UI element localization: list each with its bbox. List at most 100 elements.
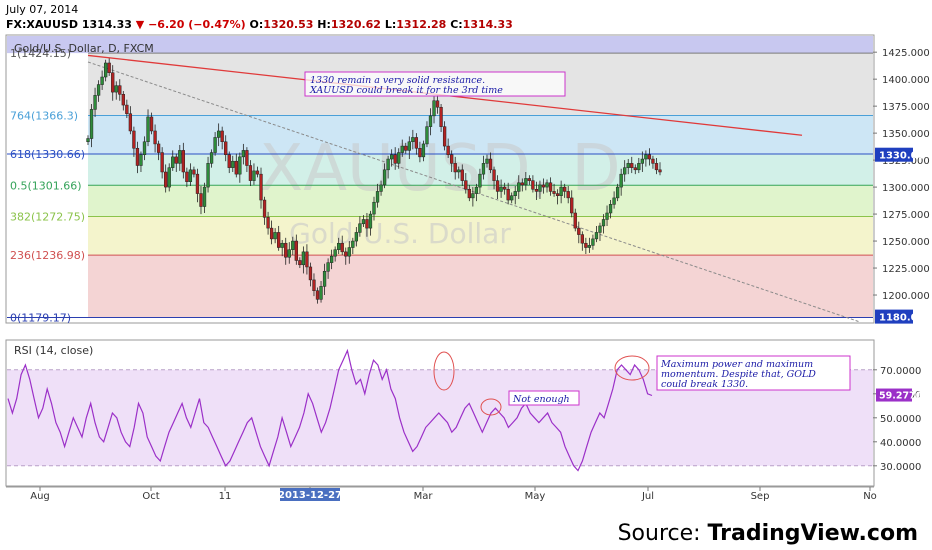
candle-body [587,245,592,248]
rsi-tick-label: 70.0000 [880,366,921,377]
rsi-tick-label: 30.0000 [880,462,921,473]
annotation-momentum-line1: Maximum power and maximum [660,359,813,370]
candle-body [548,182,553,192]
chart-date: July 07, 2014 [6,3,79,16]
candle-body [167,167,171,188]
annotation-resistance[interactable]: 1330 remain a very solid resistance. XAU… [304,71,566,97]
fibonacci-lines [7,52,873,318]
candle-body [382,169,387,186]
fib-label: 382(1272.75) [10,211,85,224]
candle-body [262,199,267,218]
candle-body [312,279,316,291]
candle-body [608,204,613,214]
candle-body [121,94,125,106]
candle-body [344,251,348,257]
price-tag-bg [875,309,913,324]
candle-body [531,180,535,190]
candle-body [407,141,411,151]
candle-body [591,238,595,246]
fib-label: 764(1366.3) [10,110,78,123]
fib-label: 1(1424.15) [10,47,71,60]
time-tick-label: Oct [142,491,159,502]
candle-body [139,154,143,166]
candle-body [386,158,390,171]
candle-body [488,158,493,171]
rsi-tick-label: 40.0000 [880,438,921,449]
chart-title: Gold/U.S. Dollar, D, FXCM [14,42,154,55]
candle-body [640,158,644,164]
annotation-resistance-line1: 1330 remain a very solid resistance. [310,75,485,86]
candle-body [580,234,584,244]
candle-body [269,227,274,240]
candle-body [601,219,606,227]
candle-body [241,150,246,158]
annotation-not-enough[interactable]: Not enough [508,390,580,406]
candle-body [541,184,546,188]
candle-body [651,158,655,164]
candle-body [361,219,366,225]
candle-body [552,191,556,194]
symbol[interactable]: FX:XAUUSD [6,18,78,31]
candle-body [340,242,344,253]
candle-body [520,182,524,186]
candle-body [506,189,510,201]
source-prefix: Source: [617,521,708,546]
candle-body [202,186,207,207]
candle-body [534,189,539,192]
quote-line: FX:XAUUSD 1314.33 ▼ −6.20 (−0.47%) O:132… [6,18,513,31]
candle-body [315,290,320,300]
time-axis[interactable]: Aug Oct 11 2013-12-27 Mar May Jul Sep No [6,486,877,502]
price-axis[interactable]: 1200.000 1225.000 1250.000 1275.000 1300.000… [873,48,930,302]
dashed-trend-line[interactable] [87,61,861,323]
source-name[interactable]: TradingView.com [707,521,918,546]
candle-body [584,242,588,248]
fib-band [88,216,873,256]
candle-body [446,145,450,155]
candle-body [280,242,284,248]
candle-body [502,186,507,190]
candle-body [492,169,496,181]
candle-body [495,180,500,192]
price-tick-label: 1350.000 [882,129,930,140]
time-tick-label-highlight: 2013-12-27 [278,490,342,501]
candle-body [284,242,288,258]
close-value: 1314.33 [462,18,513,31]
candle-body [619,173,623,188]
candle-body [238,156,242,175]
candle-body [149,116,154,132]
candle-body [630,163,634,168]
candle-body [594,232,599,240]
fib-band-top-full [7,36,873,54]
candle-body [563,186,567,192]
candle-body [146,116,150,143]
source-credit: Source: TradingView.com [618,521,918,546]
price-tick-label: 1375.000 [882,102,930,113]
candle-body [216,130,221,138]
candle-body [132,130,136,149]
time-tick-label: Mar [414,491,434,502]
candle-body [358,223,362,233]
price-tag: 1330.01 [879,151,925,162]
annotation-momentum[interactable]: Maximum power and maximum momentum. Desp… [656,355,851,391]
candle-body [372,201,376,215]
candle-body [301,251,306,266]
time-tick-label: Aug [30,491,50,502]
candle-body [93,95,97,110]
highlight-ellipse-march [433,351,455,391]
candle-body [365,219,369,229]
candle-body [467,189,471,199]
annotation-momentum-line3: could break 1330. [661,379,748,390]
candle-body [637,163,641,171]
candle-body [234,160,238,175]
candle-body [499,186,503,192]
candle-body [308,266,313,281]
candle-body [654,163,659,171]
candle-body [411,137,415,143]
candle-body [224,141,228,155]
candle-body [393,154,397,164]
candle-body [181,150,185,173]
fib-label: 618(1330.66) [10,148,85,161]
candle-body [474,186,479,194]
